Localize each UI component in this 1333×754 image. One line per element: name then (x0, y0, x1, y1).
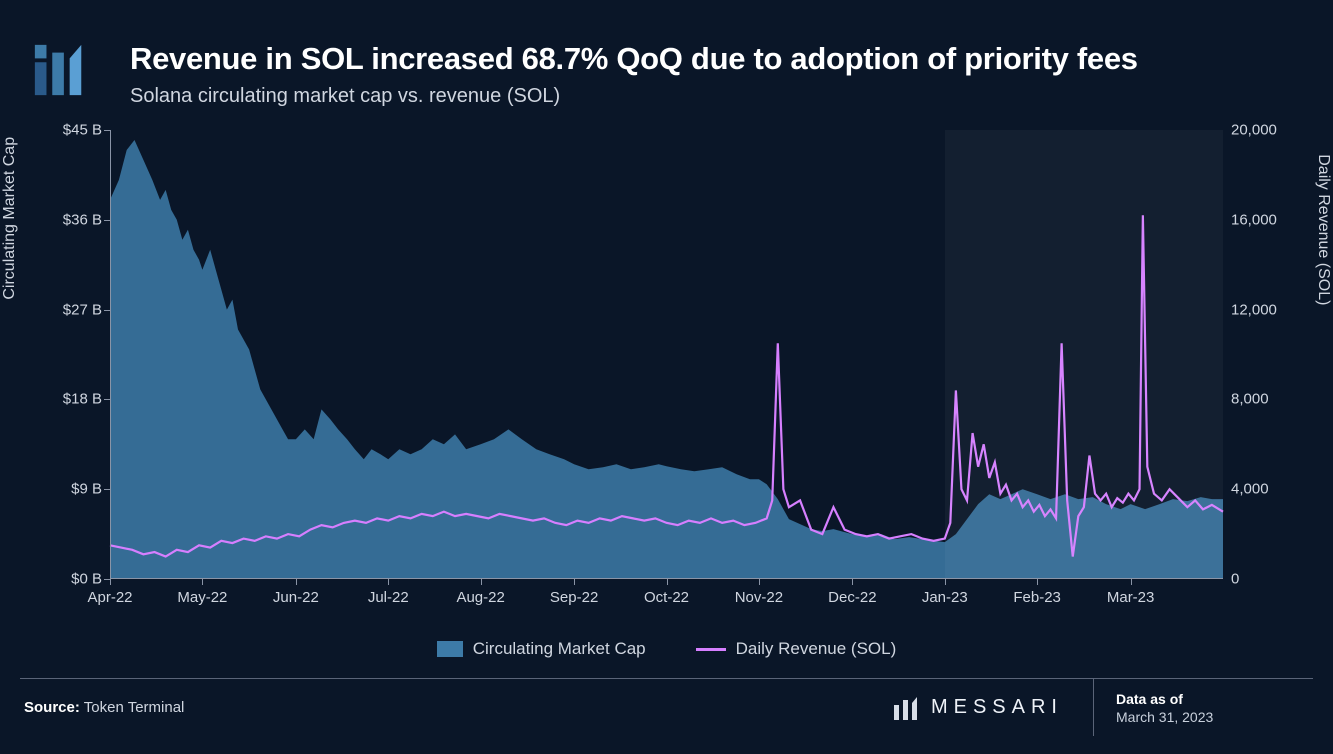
data-as-of-label: Data as of (1116, 691, 1313, 707)
chart-area: Circulating Market Cap Daily Revenue (SO… (30, 120, 1303, 624)
legend-swatch-area (437, 641, 463, 657)
y-left-tick: $45 B (63, 122, 110, 139)
legend-label-area: Circulating Market Cap (473, 639, 646, 659)
footer-date: Data as of March 31, 2023 (1093, 679, 1313, 736)
y-left-tick: $36 B (63, 211, 110, 228)
messari-mark-icon (891, 693, 921, 723)
legend-item-area: Circulating Market Cap (437, 639, 646, 659)
chart-container: Revenue in SOL increased 68.7% QoQ due t… (0, 0, 1333, 754)
y-right-tick: 8,000 (1223, 391, 1269, 408)
footer: Source: Token Terminal MESSARI Data as o… (20, 678, 1313, 736)
footer-brand: MESSARI (861, 679, 1093, 736)
y-right-tick: 12,000 (1223, 301, 1277, 318)
y-left-axis-label: Circulating Market Cap (1, 137, 19, 300)
y-right-tick: 16,000 (1223, 211, 1277, 228)
brand-text: MESSARI (931, 696, 1063, 719)
data-as-of-value: March 31, 2023 (1116, 709, 1313, 725)
legend-swatch-line (696, 648, 726, 651)
chart-title: Revenue in SOL increased 68.7% QoQ due t… (130, 40, 1313, 77)
legend-item-line: Daily Revenue (SOL) (696, 639, 897, 659)
plot-region: $0 B$9 B$18 B$27 B$36 B$45 B04,0008,0001… (110, 130, 1223, 579)
y-right-tick: 4,000 (1223, 481, 1269, 498)
y-right-axis-label: Daily Revenue (SOL) (1314, 154, 1332, 305)
legend: Circulating Market Cap Daily Revenue (SO… (0, 639, 1333, 659)
source-label: Source: (24, 699, 80, 716)
header: Revenue in SOL increased 68.7% QoQ due t… (0, 0, 1333, 108)
legend-label-line: Daily Revenue (SOL) (736, 639, 897, 659)
y-left-tick: $27 B (63, 301, 110, 318)
messari-logo-icon (25, 40, 95, 100)
y-right-tick: 20,000 (1223, 122, 1277, 139)
chart-subtitle: Solana circulating market cap vs. revenu… (130, 85, 1313, 108)
source-value: Token Terminal (84, 699, 185, 716)
footer-source: Source: Token Terminal (20, 699, 861, 716)
y-left-tick: $18 B (63, 391, 110, 408)
y-right-tick: 0 (1223, 571, 1239, 588)
